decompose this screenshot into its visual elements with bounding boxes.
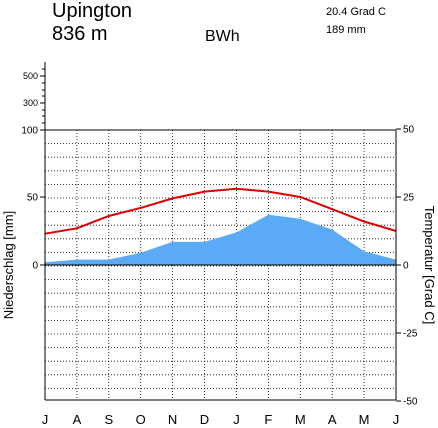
month-label: J [393, 412, 400, 427]
temp-axis-label: Temperatur [Grad C] [422, 206, 437, 325]
precipitation-series [45, 214, 396, 265]
temperature-series [44, 187, 397, 235]
temperature-line [44, 187, 397, 235]
precip-tick-0-label: 0 [32, 261, 38, 272]
month-label: M [359, 412, 370, 427]
precip-tick-100-label: 100 [21, 126, 38, 137]
month-label: O [136, 412, 146, 427]
month-label: A [73, 412, 82, 427]
station-elevation: 836 m [52, 23, 108, 45]
temp-tick--50-label: -50 [403, 397, 418, 408]
precip-axis-label: Niederschlag [mm] [1, 211, 16, 319]
precip-upper-tick-500-label: 500 [23, 71, 38, 81]
annual-precipitation: 189 mm [326, 24, 366, 36]
month-label: N [168, 412, 177, 427]
temp-tick-50-label: 50 [403, 125, 415, 136]
precip-tick-50-label: 50 [27, 193, 39, 204]
climate-class: BWh [205, 28, 240, 45]
precip-upper-tick-300-label: 300 [23, 98, 38, 108]
station-name: Upington [52, 0, 132, 22]
month-label: F [264, 412, 272, 427]
temp-tick--25-label: -25 [403, 329, 418, 340]
precipitation-area [45, 214, 396, 265]
temp-tick-0-label: 0 [403, 261, 409, 272]
month-label: J [233, 412, 240, 427]
temp-tick-25-label: 25 [403, 193, 415, 204]
month-label: J [42, 412, 49, 427]
mean-temperature: 20.4 Grad C [326, 6, 386, 18]
month-label: A [328, 412, 337, 427]
month-label: D [200, 412, 209, 427]
month-label: S [104, 412, 113, 427]
plot-frame [44, 62, 397, 401]
month-label: M [295, 412, 306, 427]
